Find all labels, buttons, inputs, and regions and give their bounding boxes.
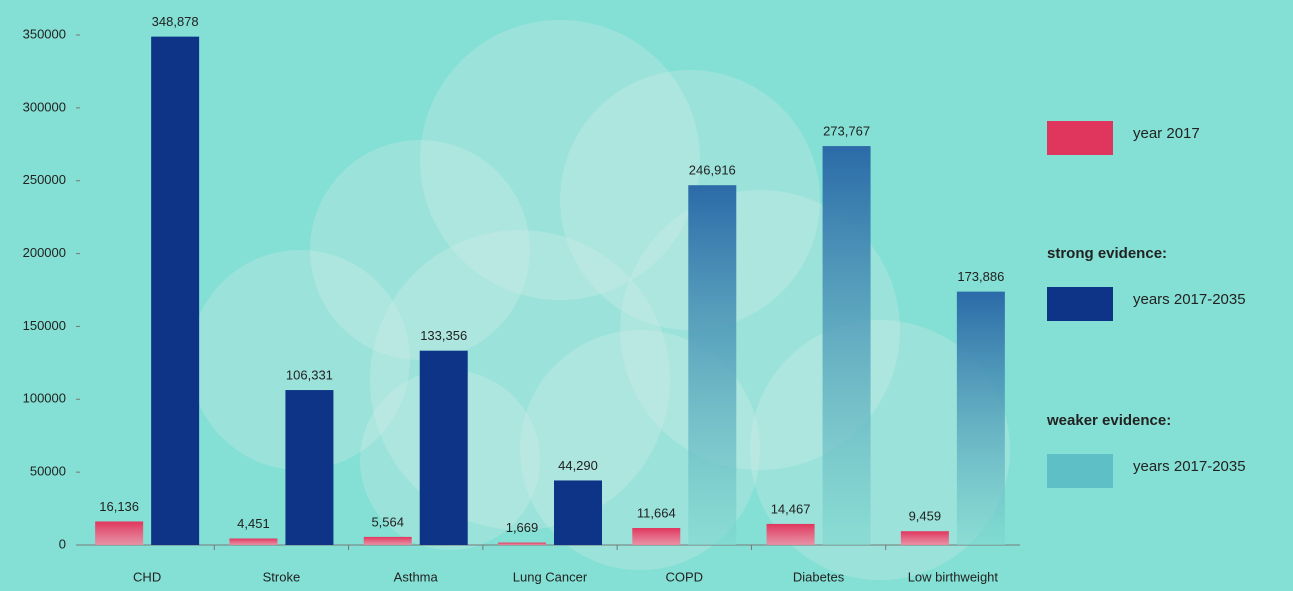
y-tick-label: 300000: [23, 99, 66, 114]
bar: [632, 528, 681, 545]
legend-label: years 2017-2035: [1133, 291, 1246, 308]
y-tick-label: 250000: [23, 172, 66, 187]
bar: [363, 536, 412, 545]
x-tick-label: Diabetes: [793, 569, 845, 584]
bar: [419, 350, 468, 545]
legend-swatch: [1047, 287, 1113, 321]
y-tick-label: 350000: [23, 26, 66, 41]
value-label: 4,451: [237, 516, 270, 531]
value-label: 173,886: [957, 269, 1004, 284]
value-label: 246,916: [689, 163, 736, 178]
x-tick-label: Low birthweight: [908, 569, 999, 584]
y-tick-label: 100000: [23, 391, 66, 406]
y-tick-label: 0: [59, 536, 66, 551]
legend-label: year 2017: [1133, 125, 1200, 142]
value-label: 44,290: [558, 458, 598, 473]
value-label: 9,459: [909, 509, 942, 524]
value-label: 273,767: [823, 124, 870, 139]
legend-label: years 2017-2035: [1133, 458, 1246, 475]
bar: [956, 291, 1005, 545]
x-tick-label: Stroke: [263, 569, 301, 584]
bar: [688, 185, 737, 545]
value-label: 5,564: [371, 514, 404, 529]
bar: [554, 480, 602, 545]
legend-swatch: [1047, 454, 1113, 488]
bar: [151, 36, 200, 545]
x-tick-label: Asthma: [394, 569, 439, 584]
bar: [822, 146, 871, 545]
bar: [95, 521, 144, 545]
bar: [900, 531, 949, 545]
y-tick-label: 50000: [30, 464, 66, 479]
value-label: 14,467: [771, 501, 811, 516]
bar: [285, 390, 334, 545]
x-tick-label: COPD: [666, 569, 704, 584]
bar: [766, 523, 815, 545]
x-tick-label: CHD: [133, 569, 161, 584]
x-tick-label: Lung Cancer: [513, 569, 588, 584]
value-label: 133,356: [420, 328, 467, 343]
value-label: 16,136: [99, 499, 139, 514]
legend-swatch: [1047, 121, 1113, 155]
y-tick-label: 150000: [23, 318, 66, 333]
value-label: 11,664: [637, 505, 676, 520]
bar: [229, 538, 278, 545]
legend-heading: weaker evidence:: [1046, 412, 1171, 429]
value-label: 1,669: [506, 520, 539, 535]
legend-heading: strong evidence:: [1047, 245, 1167, 262]
value-label: 106,331: [286, 367, 333, 382]
bar: [498, 542, 546, 545]
y-tick-label: 200000: [23, 245, 66, 260]
value-label: 348,878: [152, 14, 199, 29]
